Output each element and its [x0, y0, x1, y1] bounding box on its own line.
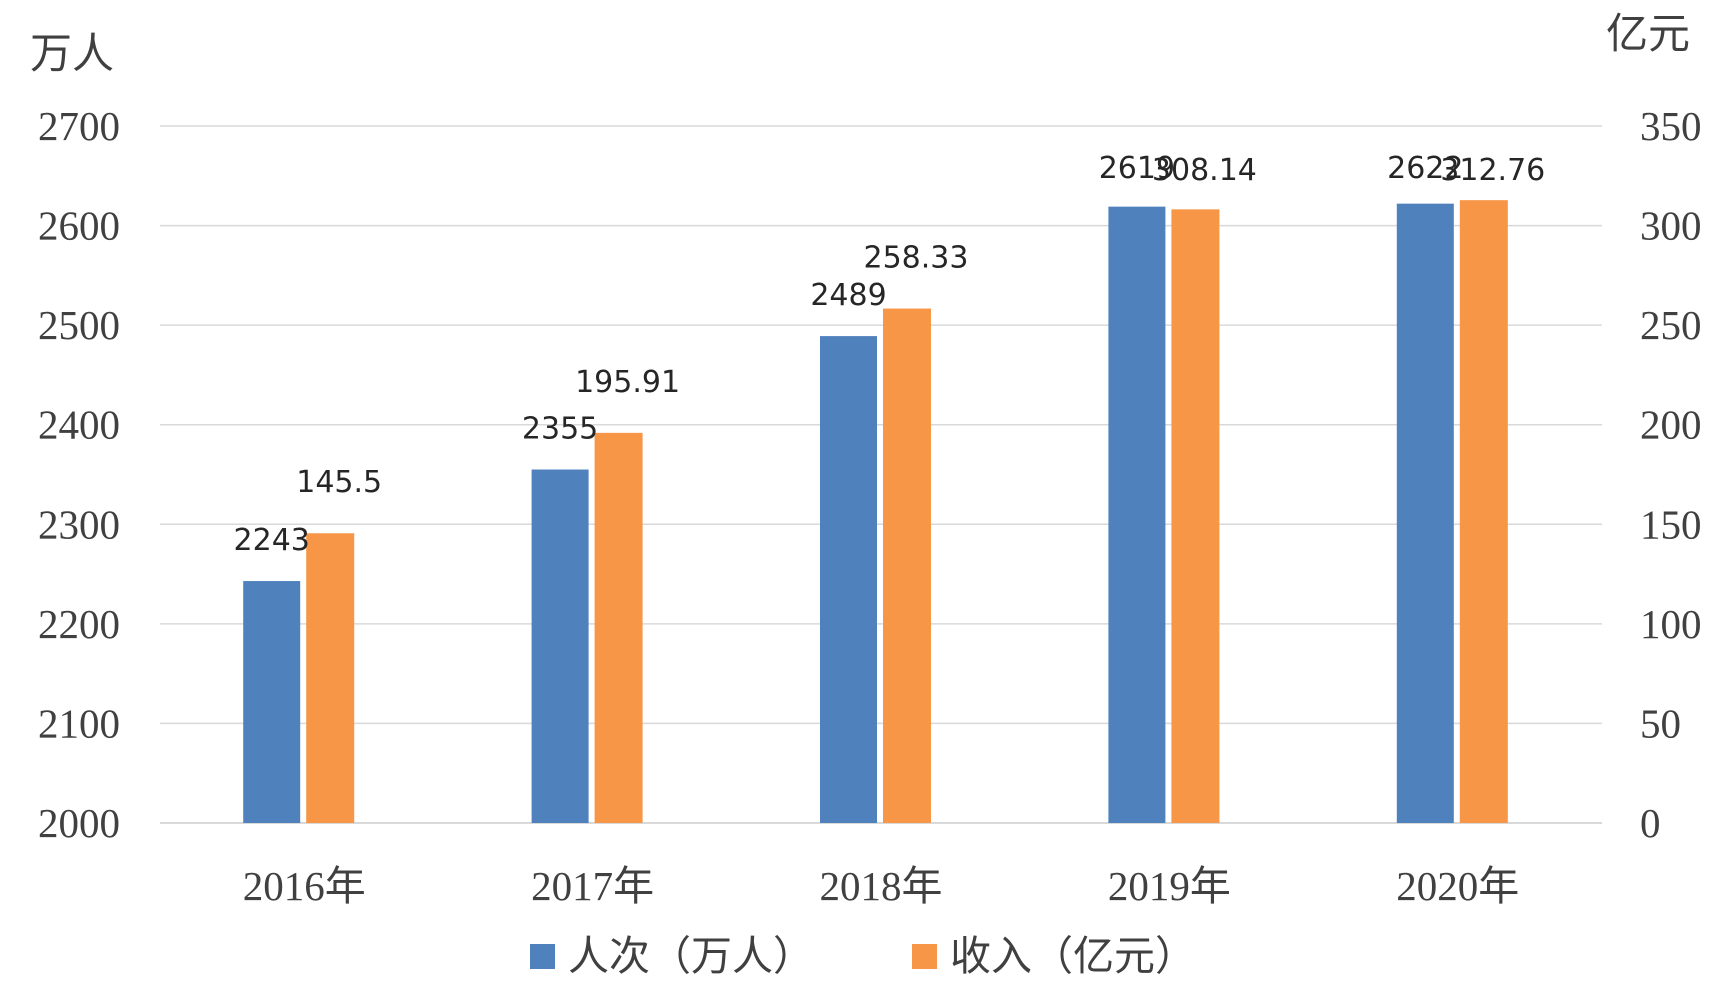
legend-swatch	[912, 944, 937, 969]
right-tick-label: 0	[1640, 800, 1661, 846]
bar-revenue	[1171, 209, 1220, 823]
legend-label: 收入（亿元）	[950, 933, 1196, 979]
left-tick-label: 2100	[38, 700, 120, 746]
left-tick-label: 2000	[38, 800, 120, 846]
gridlines	[160, 125, 1602, 824]
bar-revenue	[594, 432, 643, 823]
bar-visitors	[531, 469, 589, 823]
data-label-revenue: 312.76	[1440, 153, 1545, 188]
bar-revenue	[1459, 200, 1508, 824]
data-label-revenue: 195.91	[575, 365, 680, 400]
data-label-visitors: 2619	[1099, 151, 1175, 186]
left-tick-label: 2600	[38, 203, 120, 249]
bar-visitors	[820, 336, 877, 823]
data-label-visitors: 2489	[810, 278, 886, 313]
left-tick-label: 2700	[38, 103, 120, 149]
left-axis: 2000 2100 2200 2300 2400 2500 2600 2700	[38, 103, 120, 846]
bar-visitors	[1396, 203, 1454, 823]
data-label-visitors: 2622	[1387, 151, 1463, 186]
bar-visitors	[243, 581, 301, 823]
right-tick-label: 250	[1640, 302, 1702, 348]
data-label-revenue: 258.33	[864, 241, 969, 276]
left-tick-label: 2500	[38, 302, 120, 348]
bar-revenue	[883, 308, 931, 823]
right-tick-label: 150	[1640, 501, 1702, 547]
x-axis: 2016年 2017年 2018年 2019年 2020年	[243, 863, 1520, 909]
data-label-visitors: 2355	[522, 412, 598, 447]
right-tick-label: 300	[1640, 203, 1702, 249]
right-tick-label: 50	[1640, 700, 1681, 746]
bar-revenue	[306, 533, 355, 823]
right-tick-label: 100	[1640, 601, 1702, 647]
legend: 人次（万人） 收入（亿元）	[530, 933, 1196, 979]
x-tick-label: 2020年	[1396, 863, 1519, 909]
left-tick-label: 2300	[38, 501, 120, 547]
data-label-visitors: 2243	[234, 523, 310, 558]
right-axis-unit: 亿元	[1606, 12, 1690, 58]
bar-visitors	[1108, 206, 1166, 824]
x-tick-label: 2016年	[243, 863, 366, 909]
bars	[243, 200, 1508, 824]
right-tick-label: 200	[1640, 402, 1702, 448]
x-tick-label: 2019年	[1108, 863, 1231, 909]
legend-swatch	[530, 944, 555, 969]
right-tick-label: 350	[1640, 103, 1702, 149]
data-label-revenue: 145.5	[296, 465, 382, 500]
left-axis-unit: 万人	[30, 32, 114, 78]
left-tick-label: 2200	[38, 601, 120, 647]
right-axis: 0 50 100 150 200 250 300 350	[1640, 103, 1702, 846]
legend-label: 人次（万人）	[568, 933, 814, 979]
left-tick-label: 2400	[38, 402, 120, 448]
x-tick-label: 2017年	[531, 863, 654, 909]
x-tick-label: 2018年	[820, 863, 943, 909]
data-label-revenue: 308.14	[1152, 153, 1257, 188]
